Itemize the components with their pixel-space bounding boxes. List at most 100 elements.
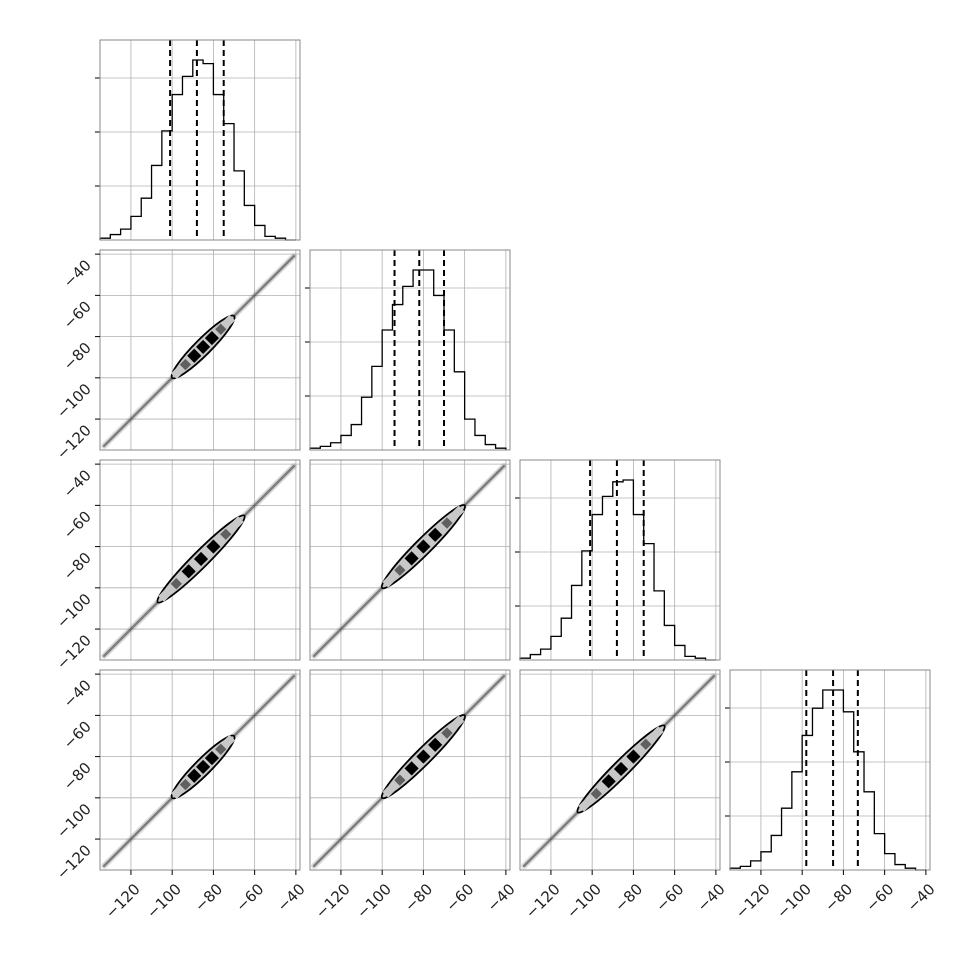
- density-cell: [404, 761, 419, 776]
- density-cell: [204, 330, 220, 346]
- x-tick-label: −80: [191, 880, 226, 915]
- density-cell: [215, 323, 227, 335]
- density-cell: [223, 314, 236, 327]
- x-tick-label: −40: [484, 880, 519, 915]
- density-cell: [453, 505, 465, 517]
- density-cell: [170, 367, 183, 380]
- panel-frame: [309, 669, 511, 871]
- x-tick-label: −80: [401, 880, 436, 915]
- panel-frame: [309, 249, 511, 451]
- density-cell: [181, 564, 196, 579]
- y-tick-label: −100: [53, 380, 95, 422]
- density-cell: [578, 800, 590, 812]
- x-tick-label: −40: [904, 880, 939, 915]
- y-tick-label: −80: [60, 759, 95, 794]
- density-cell: [382, 576, 394, 588]
- density-cell: [652, 726, 664, 738]
- histogram-steps: [309, 269, 507, 450]
- y-tick-label: −100: [53, 590, 95, 632]
- y-tick-label: −120: [53, 421, 95, 463]
- density-cell: [196, 759, 211, 774]
- density-cell: [640, 738, 652, 750]
- y-tick-label: −80: [60, 549, 95, 584]
- density-cell: [626, 749, 641, 764]
- density-cell: [215, 743, 227, 755]
- density-cell: [404, 551, 419, 566]
- x-tick-label: −100: [353, 880, 395, 922]
- panel-frame: [519, 459, 721, 661]
- histogram-panel-1: [95, 39, 301, 241]
- density-cell: [206, 539, 221, 554]
- density-cell: [382, 786, 394, 798]
- density-cell: [179, 778, 192, 791]
- y-tick-label: −40: [60, 256, 95, 291]
- density-cell: [196, 339, 211, 354]
- panel-frame: [99, 459, 301, 661]
- density-cell: [158, 590, 170, 602]
- density-cell: [394, 774, 406, 786]
- y-tick-label: −120: [53, 631, 95, 673]
- density-cell: [428, 737, 443, 752]
- density-cell: [232, 516, 244, 528]
- y-tick-label: −120: [53, 841, 95, 883]
- x-tick-label: −120: [522, 880, 564, 922]
- scatter-panel-4-2: [309, 669, 511, 871]
- x-tick-label: −60: [652, 880, 687, 915]
- x-tick-label: −60: [232, 880, 267, 915]
- scatter-panel-2-1: [99, 249, 301, 451]
- x-tick-label: −100: [773, 880, 815, 922]
- density-cell: [187, 768, 202, 783]
- density-cell: [187, 348, 202, 363]
- panel-frame: [99, 249, 301, 451]
- x-tick-label: −80: [821, 880, 856, 915]
- density-cell: [441, 517, 453, 529]
- density-cell: [179, 358, 192, 371]
- density-cell: [601, 774, 616, 789]
- y-tick-label: −40: [60, 466, 95, 501]
- panel-frame: [729, 669, 931, 871]
- histogram-steps: [729, 689, 926, 871]
- density-cell: [394, 564, 406, 576]
- x-tick-label: −120: [732, 880, 774, 922]
- y-tick-label: −60: [60, 297, 95, 332]
- x-tick-label: −120: [102, 880, 144, 922]
- x-tick-label: −80: [611, 880, 646, 915]
- y-tick-label: −60: [60, 507, 95, 542]
- panel-frame: [309, 459, 511, 661]
- histogram-steps: [519, 479, 716, 661]
- x-tick-label: −120: [312, 880, 354, 922]
- histogram-panel-2: [305, 249, 511, 451]
- density-cell: [170, 787, 183, 800]
- x-tick-label: −60: [442, 880, 477, 915]
- x-tick-label: −40: [694, 880, 729, 915]
- scatter-panel-4-3: [519, 669, 721, 871]
- density-cell: [204, 750, 220, 766]
- density-cell: [590, 788, 602, 800]
- panel-frame: [99, 669, 301, 871]
- x-tick-label: −40: [274, 880, 309, 915]
- panel-frame: [519, 669, 721, 871]
- x-tick-label: −60: [862, 880, 897, 915]
- density-cell: [170, 578, 182, 590]
- density-cell: [223, 734, 236, 747]
- density-cell: [416, 539, 431, 554]
- panel-frame: [99, 39, 301, 241]
- x-tick-label: −100: [143, 880, 185, 922]
- y-tick-label: −80: [60, 339, 95, 374]
- density-cell: [453, 715, 465, 727]
- histogram-panel-4: [725, 669, 931, 871]
- scatter-panel-4-1: [99, 669, 301, 871]
- scatter-panel-3-1: [99, 459, 301, 661]
- density-cell: [220, 528, 232, 540]
- y-tick-label: −40: [60, 676, 95, 711]
- density-cell: [193, 551, 209, 567]
- y-tick-label: −60: [60, 717, 95, 752]
- density-cell: [441, 727, 453, 739]
- density-cell: [416, 749, 431, 764]
- scatter-panel-3-2: [309, 459, 511, 661]
- x-tick-label: −100: [563, 880, 605, 922]
- histogram-steps: [99, 59, 296, 241]
- histogram-panel-3: [515, 459, 721, 661]
- y-tick-label: −100: [53, 800, 95, 842]
